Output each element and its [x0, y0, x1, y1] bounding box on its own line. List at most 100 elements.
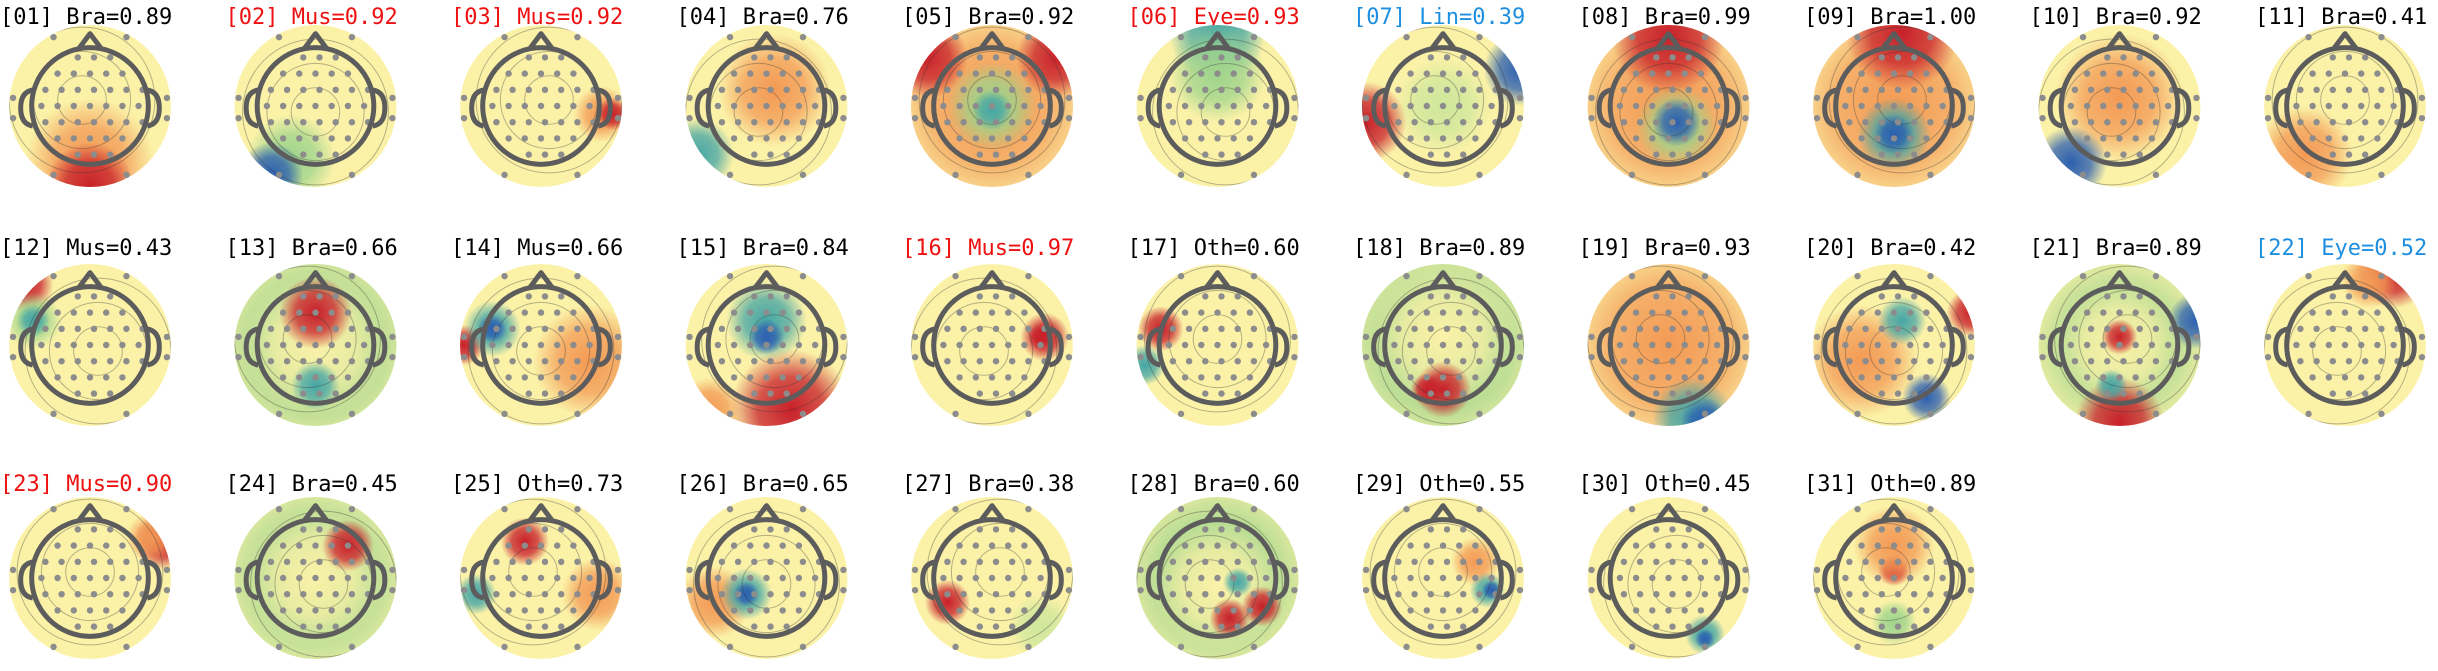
electrode	[976, 119, 983, 126]
electrode	[972, 607, 979, 614]
electrode	[316, 86, 323, 94]
electrode	[1476, 358, 1483, 365]
electrode	[541, 151, 549, 158]
electrode	[1218, 526, 1225, 533]
electrode	[54, 374, 61, 381]
electrode	[460, 566, 468, 574]
electrode	[751, 325, 758, 332]
field-blob	[748, 319, 785, 355]
electrode	[779, 374, 786, 381]
electrode	[1653, 325, 1660, 332]
electrode	[811, 102, 819, 110]
electrode	[558, 591, 565, 598]
electrode	[86, 542, 94, 549]
electrode	[1616, 574, 1624, 582]
electrode	[90, 591, 98, 598]
electrode	[1472, 374, 1479, 381]
electrode	[614, 586, 622, 594]
field-blob	[1902, 373, 1951, 422]
topomap: [13] Bra=0.66	[226, 236, 398, 426]
electrode	[460, 114, 468, 122]
electrode	[1181, 102, 1189, 110]
electrode	[1846, 119, 1853, 126]
electrode	[554, 70, 561, 77]
nose	[978, 270, 1006, 291]
electrode	[763, 374, 770, 381]
electrode	[1588, 353, 1595, 361]
electrode	[795, 341, 803, 349]
electrode	[767, 151, 774, 158]
electrode	[1025, 558, 1032, 565]
electrode	[316, 390, 323, 397]
field-blob	[685, 377, 743, 426]
electrode	[2341, 309, 2349, 316]
ear-left	[18, 326, 34, 368]
electrode	[1009, 86, 1016, 94]
electrode	[2083, 341, 2091, 349]
electrode	[1476, 171, 1483, 179]
electrode	[1427, 86, 1435, 94]
electrode	[811, 341, 819, 349]
component-title: [19] Bra=0.93	[1579, 236, 1751, 261]
electrode	[1628, 505, 1636, 513]
electrode	[2325, 70, 2332, 77]
electrode	[2345, 151, 2353, 158]
electrode	[1021, 574, 1028, 582]
electrode	[316, 558, 323, 565]
topomap: [29] Oth=0.55	[1353, 472, 1525, 659]
electrode	[525, 623, 532, 630]
electrode	[279, 341, 287, 349]
electrode	[1214, 135, 1221, 142]
electrode	[988, 102, 996, 110]
electrode	[783, 325, 790, 332]
electrode	[493, 558, 500, 565]
electrode	[1250, 410, 1258, 418]
electrode	[1894, 86, 1902, 94]
electrode	[1460, 390, 1467, 397]
electrode	[734, 86, 742, 94]
electrode	[119, 542, 126, 549]
electrode	[70, 102, 78, 110]
head-outline	[931, 517, 1053, 639]
electrode	[1846, 558, 1853, 565]
electrode	[86, 102, 94, 110]
electrode	[2132, 341, 2139, 349]
electrode	[1874, 542, 1882, 549]
electrode	[2136, 119, 2143, 126]
ear-left	[1596, 326, 1612, 368]
ear-left	[243, 87, 259, 129]
electrode	[2305, 272, 2312, 280]
electrode	[2293, 341, 2300, 349]
electrode	[1927, 558, 1934, 565]
electrode	[2374, 70, 2381, 77]
electrode	[783, 358, 790, 365]
electrode	[2148, 70, 2156, 77]
electrode	[1291, 114, 1298, 122]
electrode	[570, 309, 577, 316]
electrode	[275, 643, 283, 651]
electrode	[1250, 358, 1258, 365]
head-outline	[2058, 45, 2181, 167]
electrode	[992, 390, 1000, 397]
electrode	[1927, 33, 1934, 41]
field-blob	[1008, 594, 1073, 659]
electrode	[1181, 70, 1189, 77]
electrode	[267, 558, 275, 565]
electrode	[348, 325, 356, 332]
electrode	[795, 309, 803, 316]
electrode	[1439, 607, 1447, 614]
electrode	[1202, 325, 1209, 332]
electrode	[348, 358, 356, 365]
electrode	[1403, 272, 1410, 280]
electrode	[2309, 102, 2316, 110]
electrode	[1890, 341, 1898, 349]
electrode	[501, 410, 508, 418]
ear-right	[1499, 559, 1515, 601]
electrode	[1218, 591, 1225, 598]
electrode	[1516, 566, 1524, 574]
electrode	[2116, 341, 2123, 349]
electrode	[1516, 586, 1524, 594]
electrode	[1262, 102, 1270, 110]
electrode	[763, 135, 770, 142]
